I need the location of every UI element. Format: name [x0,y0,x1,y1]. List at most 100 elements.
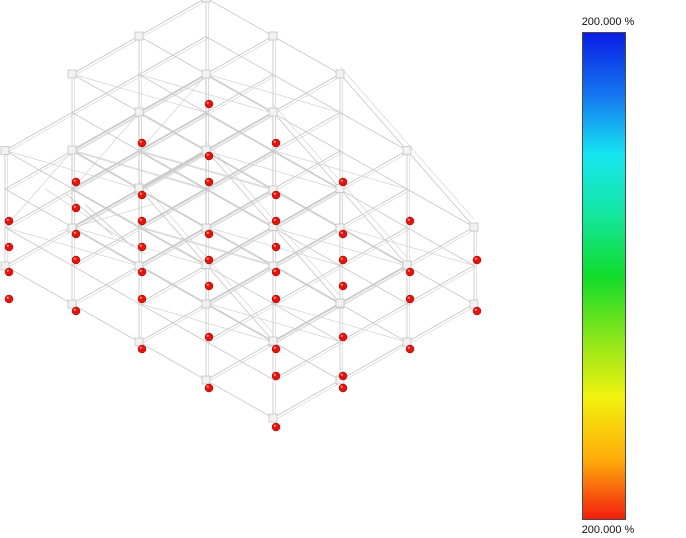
frame-beam [272,188,341,227]
result-node[interactable] [271,190,281,200]
frame-beam [141,305,209,344]
result-node[interactable] [338,332,348,342]
structural-frame-model[interactable] [0,0,560,538]
result-node[interactable] [137,242,147,252]
result-node-highlight [407,269,410,272]
result-node[interactable] [338,177,348,187]
result-node[interactable] [405,267,415,277]
model-viewport[interactable] [0,0,560,538]
frame-beam [141,227,209,267]
frame-beam [74,113,142,153]
result-node[interactable] [204,177,214,187]
frame-beam [409,228,477,268]
frame-beam [74,152,142,192]
result-node[interactable] [137,344,147,354]
result-node[interactable] [4,267,14,277]
frame-beam [275,75,343,114]
result-node[interactable] [137,138,147,148]
result-node[interactable] [405,216,415,226]
roof-member [138,180,274,334]
frame-beam [409,267,477,306]
result-node[interactable] [71,306,81,316]
result-node[interactable] [271,422,281,432]
frame-joint [268,31,278,41]
result-node[interactable] [204,383,214,393]
frame-joint [0,261,10,271]
frame-beam [208,113,276,153]
frame-beam [138,226,207,266]
result-node[interactable] [71,255,81,265]
result-node[interactable] [204,332,214,342]
result-node[interactable] [204,229,214,239]
frame-beam [74,229,142,268]
frame-beam [272,189,341,228]
result-node[interactable] [4,216,14,226]
result-node[interactable] [338,255,348,265]
frame-beam [208,305,276,344]
result-node[interactable] [472,306,482,316]
frame-beam [138,73,207,113]
frame-beam [339,303,408,342]
frame-beam [205,303,274,342]
frame-beam [339,265,408,305]
result-node[interactable] [472,255,482,265]
result-node[interactable] [4,294,14,304]
frame-beam [138,0,204,37]
result-node[interactable] [338,281,348,291]
frame-beam [141,153,209,192]
frame-joint [201,299,211,309]
result-node-highlight [273,296,276,299]
frame-beam [342,152,410,191]
frame-beam [138,113,207,152]
result-node[interactable] [405,344,415,354]
frame-beam [342,113,410,153]
result-node[interactable] [137,190,147,200]
result-node[interactable] [271,294,281,304]
frame-beam [208,266,276,305]
result-node[interactable] [204,255,214,265]
result-node-highlight [206,153,209,156]
result-node[interactable] [271,242,281,252]
result-node-highlight [340,283,343,286]
bracing-member [71,149,207,189]
stair-stringer [45,188,146,255]
frame-beam [7,267,75,306]
frame-beam [74,114,142,153]
result-node[interactable] [204,151,214,161]
frame-beam [4,150,73,190]
frame-beam [138,265,207,304]
result-node[interactable] [204,281,214,291]
frame-beam [141,343,209,382]
result-node[interactable] [338,371,348,381]
result-node[interactable] [271,344,281,354]
frame-beam [208,267,276,306]
result-node[interactable] [71,229,81,239]
result-node[interactable] [4,242,14,252]
frame-beam [205,150,274,189]
bracing-member [138,74,274,114]
result-node[interactable] [338,229,348,239]
result-node[interactable] [405,294,415,304]
frame-beam [7,229,75,268]
result-node[interactable] [338,383,348,393]
result-node[interactable] [71,177,81,187]
result-node[interactable] [271,138,281,148]
result-node[interactable] [271,371,281,381]
frame-beam [74,228,142,268]
frame-beam [342,266,410,306]
frame-beam [205,264,274,304]
result-node-highlight [139,346,142,349]
bracing-member [205,150,341,190]
frame-beam [275,228,343,268]
result-node[interactable] [204,99,214,109]
result-node[interactable] [71,203,81,213]
result-node-highlight [340,334,343,337]
result-node[interactable] [271,216,281,226]
result-node[interactable] [137,267,147,277]
result-node[interactable] [271,267,281,277]
result-node[interactable] [137,216,147,226]
frame-beam [409,228,477,267]
frame-beam [141,75,209,115]
frame-beam [7,151,75,191]
result-node[interactable] [137,294,147,304]
